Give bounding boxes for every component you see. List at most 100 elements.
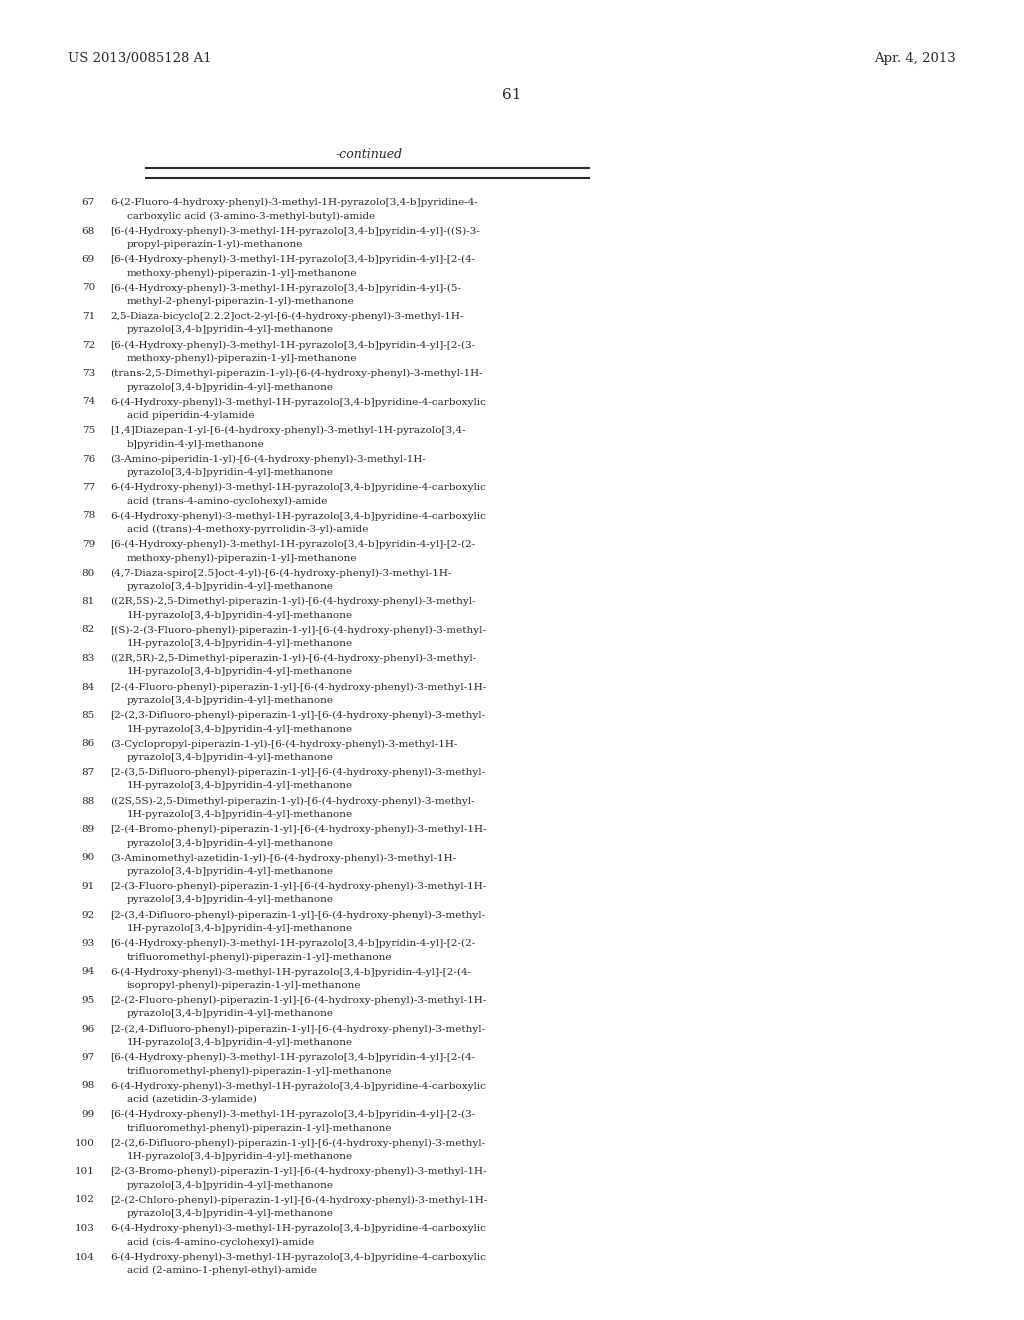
Text: 1H-pyrazolo[3,4-b]pyridin-4-yl]-methanone: 1H-pyrazolo[3,4-b]pyridin-4-yl]-methanon…	[127, 725, 353, 734]
Text: [6-(4-Hydroxy-phenyl)-3-methyl-1H-pyrazolo[3,4-b]pyridin-4-yl]-[2-(2-: [6-(4-Hydroxy-phenyl)-3-methyl-1H-pyrazo…	[110, 540, 475, 549]
Text: 6-(4-Hydroxy-phenyl)-3-methyl-1H-pyrazolo[3,4-b]pyridine-4-carboxylic: 6-(4-Hydroxy-phenyl)-3-methyl-1H-pyrazol…	[110, 483, 485, 492]
Text: 86: 86	[82, 739, 95, 748]
Text: 87: 87	[82, 768, 95, 777]
Text: ((2R,5R)-2,5-Dimethyl-piperazin-1-yl)-[6-(4-hydroxy-phenyl)-3-methyl-: ((2R,5R)-2,5-Dimethyl-piperazin-1-yl)-[6…	[110, 653, 476, 663]
Text: 95: 95	[82, 997, 95, 1005]
Text: methyl-2-phenyl-piperazin-1-yl)-methanone: methyl-2-phenyl-piperazin-1-yl)-methanon…	[127, 297, 354, 306]
Text: [1,4]Diazepan-1-yl-[6-(4-hydroxy-phenyl)-3-methyl-1H-pyrazolo[3,4-: [1,4]Diazepan-1-yl-[6-(4-hydroxy-phenyl)…	[110, 426, 466, 436]
Text: US 2013/0085128 A1: US 2013/0085128 A1	[68, 51, 212, 65]
Text: 68: 68	[82, 227, 95, 235]
Text: pyrazolo[3,4-b]pyridin-4-yl]-methanone: pyrazolo[3,4-b]pyridin-4-yl]-methanone	[127, 326, 334, 334]
Text: 85: 85	[82, 711, 95, 719]
Text: 70: 70	[82, 284, 95, 293]
Text: ((2R,5S)-2,5-Dimethyl-piperazin-1-yl)-[6-(4-hydroxy-phenyl)-3-methyl-: ((2R,5S)-2,5-Dimethyl-piperazin-1-yl)-[6…	[110, 597, 475, 606]
Text: pyrazolo[3,4-b]pyridin-4-yl]-methanone: pyrazolo[3,4-b]pyridin-4-yl]-methanone	[127, 838, 334, 847]
Text: 101: 101	[75, 1167, 95, 1176]
Text: 74: 74	[82, 397, 95, 407]
Text: [2-(2,4-Difluoro-phenyl)-piperazin-1-yl]-[6-(4-hydroxy-phenyl)-3-methyl-: [2-(2,4-Difluoro-phenyl)-piperazin-1-yl]…	[110, 1024, 485, 1034]
Text: trifluoromethyl-phenyl)-piperazin-1-yl]-methanone: trifluoromethyl-phenyl)-piperazin-1-yl]-…	[127, 1123, 392, 1133]
Text: ((2S,5S)-2,5-Dimethyl-piperazin-1-yl)-[6-(4-hydroxy-phenyl)-3-methyl-: ((2S,5S)-2,5-Dimethyl-piperazin-1-yl)-[6…	[110, 796, 475, 805]
Text: pyrazolo[3,4-b]pyridin-4-yl]-methanone: pyrazolo[3,4-b]pyridin-4-yl]-methanone	[127, 469, 334, 477]
Text: pyrazolo[3,4-b]pyridin-4-yl]-methanone: pyrazolo[3,4-b]pyridin-4-yl]-methanone	[127, 696, 334, 705]
Text: 6-(2-Fluoro-4-hydroxy-phenyl)-3-methyl-1H-pyrazolo[3,4-b]pyridine-4-: 6-(2-Fluoro-4-hydroxy-phenyl)-3-methyl-1…	[110, 198, 478, 207]
Text: 67: 67	[82, 198, 95, 207]
Text: [2-(3,4-Difluoro-phenyl)-piperazin-1-yl]-[6-(4-hydroxy-phenyl)-3-methyl-: [2-(3,4-Difluoro-phenyl)-piperazin-1-yl]…	[110, 911, 485, 920]
Text: [(S)-2-(3-Fluoro-phenyl)-piperazin-1-yl]-[6-(4-hydroxy-phenyl)-3-methyl-: [(S)-2-(3-Fluoro-phenyl)-piperazin-1-yl]…	[110, 626, 486, 635]
Text: 104: 104	[75, 1253, 95, 1262]
Text: 100: 100	[75, 1138, 95, 1147]
Text: 80: 80	[82, 569, 95, 578]
Text: Apr. 4, 2013: Apr. 4, 2013	[874, 51, 956, 65]
Text: [2-(2-Fluoro-phenyl)-piperazin-1-yl]-[6-(4-hydroxy-phenyl)-3-methyl-1H-: [2-(2-Fluoro-phenyl)-piperazin-1-yl]-[6-…	[110, 997, 486, 1005]
Text: [2-(2,3-Difluoro-phenyl)-piperazin-1-yl]-[6-(4-hydroxy-phenyl)-3-methyl-: [2-(2,3-Difluoro-phenyl)-piperazin-1-yl]…	[110, 711, 485, 721]
Text: pyrazolo[3,4-b]pyridin-4-yl]-methanone: pyrazolo[3,4-b]pyridin-4-yl]-methanone	[127, 1180, 334, 1189]
Text: pyrazolo[3,4-b]pyridin-4-yl]-methanone: pyrazolo[3,4-b]pyridin-4-yl]-methanone	[127, 867, 334, 876]
Text: 90: 90	[82, 854, 95, 862]
Text: 96: 96	[82, 1024, 95, 1034]
Text: 1H-pyrazolo[3,4-b]pyridin-4-yl]-methanone: 1H-pyrazolo[3,4-b]pyridin-4-yl]-methanon…	[127, 639, 353, 648]
Text: [6-(4-Hydroxy-phenyl)-3-methyl-1H-pyrazolo[3,4-b]pyridin-4-yl]-[2-(4-: [6-(4-Hydroxy-phenyl)-3-methyl-1H-pyrazo…	[110, 255, 475, 264]
Text: (4,7-Diaza-spiro[2.5]oct-4-yl)-[6-(4-hydroxy-phenyl)-3-methyl-1H-: (4,7-Diaza-spiro[2.5]oct-4-yl)-[6-(4-hyd…	[110, 569, 452, 578]
Text: methoxy-phenyl)-piperazin-1-yl]-methanone: methoxy-phenyl)-piperazin-1-yl]-methanon…	[127, 354, 357, 363]
Text: carboxylic acid (3-amino-3-methyl-butyl)-amide: carboxylic acid (3-amino-3-methyl-butyl)…	[127, 211, 375, 220]
Text: 73: 73	[82, 370, 95, 378]
Text: pyrazolo[3,4-b]pyridin-4-yl]-methanone: pyrazolo[3,4-b]pyridin-4-yl]-methanone	[127, 752, 334, 762]
Text: 92: 92	[82, 911, 95, 920]
Text: acid (trans-4-amino-cyclohexyl)-amide: acid (trans-4-amino-cyclohexyl)-amide	[127, 496, 328, 506]
Text: 75: 75	[82, 426, 95, 436]
Text: (3-Cyclopropyl-piperazin-1-yl)-[6-(4-hydroxy-phenyl)-3-methyl-1H-: (3-Cyclopropyl-piperazin-1-yl)-[6-(4-hyd…	[110, 739, 458, 748]
Text: acid (cis-4-amino-cyclohexyl)-amide: acid (cis-4-amino-cyclohexyl)-amide	[127, 1238, 314, 1246]
Text: [6-(4-Hydroxy-phenyl)-3-methyl-1H-pyrazolo[3,4-b]pyridin-4-yl]-(5-: [6-(4-Hydroxy-phenyl)-3-methyl-1H-pyrazo…	[110, 284, 461, 293]
Text: 6-(4-Hydroxy-phenyl)-3-methyl-1H-pyrazolo[3,4-b]pyridine-4-carboxylic: 6-(4-Hydroxy-phenyl)-3-methyl-1H-pyrazol…	[110, 1224, 485, 1233]
Text: 1H-pyrazolo[3,4-b]pyridin-4-yl]-methanone: 1H-pyrazolo[3,4-b]pyridin-4-yl]-methanon…	[127, 924, 353, 933]
Text: 1H-pyrazolo[3,4-b]pyridin-4-yl]-methanone: 1H-pyrazolo[3,4-b]pyridin-4-yl]-methanon…	[127, 810, 353, 818]
Text: 97: 97	[82, 1053, 95, 1063]
Text: [6-(4-Hydroxy-phenyl)-3-methyl-1H-pyrazolo[3,4-b]pyridin-4-yl]-((S)-3-: [6-(4-Hydroxy-phenyl)-3-methyl-1H-pyrazo…	[110, 227, 480, 236]
Text: [2-(4-Bromo-phenyl)-piperazin-1-yl]-[6-(4-hydroxy-phenyl)-3-methyl-1H-: [2-(4-Bromo-phenyl)-piperazin-1-yl]-[6-(…	[110, 825, 486, 834]
Text: [2-(3-Bromo-phenyl)-piperazin-1-yl]-[6-(4-hydroxy-phenyl)-3-methyl-1H-: [2-(3-Bromo-phenyl)-piperazin-1-yl]-[6-(…	[110, 1167, 486, 1176]
Text: 6-(4-Hydroxy-phenyl)-3-methyl-1H-pyrazolo[3,4-b]pyridine-4-carboxylic: 6-(4-Hydroxy-phenyl)-3-methyl-1H-pyrazol…	[110, 511, 485, 520]
Text: 93: 93	[82, 939, 95, 948]
Text: 84: 84	[82, 682, 95, 692]
Text: 79: 79	[82, 540, 95, 549]
Text: 89: 89	[82, 825, 95, 834]
Text: pyrazolo[3,4-b]pyridin-4-yl]-methanone: pyrazolo[3,4-b]pyridin-4-yl]-methanone	[127, 582, 334, 591]
Text: [2-(3-Fluoro-phenyl)-piperazin-1-yl]-[6-(4-hydroxy-phenyl)-3-methyl-1H-: [2-(3-Fluoro-phenyl)-piperazin-1-yl]-[6-…	[110, 882, 486, 891]
Text: [2-(2,6-Difluoro-phenyl)-piperazin-1-yl]-[6-(4-hydroxy-phenyl)-3-methyl-: [2-(2,6-Difluoro-phenyl)-piperazin-1-yl]…	[110, 1138, 485, 1147]
Text: [6-(4-Hydroxy-phenyl)-3-methyl-1H-pyrazolo[3,4-b]pyridin-4-yl]-[2-(3-: [6-(4-Hydroxy-phenyl)-3-methyl-1H-pyrazo…	[110, 341, 475, 350]
Text: acid ((trans)-4-methoxy-pyrrolidin-3-yl)-amide: acid ((trans)-4-methoxy-pyrrolidin-3-yl)…	[127, 525, 369, 535]
Text: [2-(2-Chloro-phenyl)-piperazin-1-yl]-[6-(4-hydroxy-phenyl)-3-methyl-1H-: [2-(2-Chloro-phenyl)-piperazin-1-yl]-[6-…	[110, 1196, 487, 1205]
Text: 1H-pyrazolo[3,4-b]pyridin-4-yl]-methanone: 1H-pyrazolo[3,4-b]pyridin-4-yl]-methanon…	[127, 668, 353, 676]
Text: 98: 98	[82, 1081, 95, 1090]
Text: [6-(4-Hydroxy-phenyl)-3-methyl-1H-pyrazolo[3,4-b]pyridin-4-yl]-[2-(2-: [6-(4-Hydroxy-phenyl)-3-methyl-1H-pyrazo…	[110, 939, 475, 948]
Text: b]pyridin-4-yl]-methanone: b]pyridin-4-yl]-methanone	[127, 440, 265, 449]
Text: 88: 88	[82, 796, 95, 805]
Text: acid piperidin-4-ylamide: acid piperidin-4-ylamide	[127, 411, 255, 420]
Text: 77: 77	[82, 483, 95, 492]
Text: 6-(4-Hydroxy-phenyl)-3-methyl-1H-pyrazolo[3,4-b]pyridine-4-carboxylic: 6-(4-Hydroxy-phenyl)-3-methyl-1H-pyrazol…	[110, 1253, 485, 1262]
Text: 71: 71	[82, 312, 95, 321]
Text: 78: 78	[82, 511, 95, 520]
Text: 1H-pyrazolo[3,4-b]pyridin-4-yl]-methanone: 1H-pyrazolo[3,4-b]pyridin-4-yl]-methanon…	[127, 610, 353, 619]
Text: trifluoromethyl-phenyl)-piperazin-1-yl]-methanone: trifluoromethyl-phenyl)-piperazin-1-yl]-…	[127, 1067, 392, 1076]
Text: 2,5-Diaza-bicyclo[2.2.2]oct-2-yl-[6-(4-hydroxy-phenyl)-3-methyl-1H-: 2,5-Diaza-bicyclo[2.2.2]oct-2-yl-[6-(4-h…	[110, 312, 464, 321]
Text: 94: 94	[82, 968, 95, 977]
Text: 6-(4-Hydroxy-phenyl)-3-methyl-1H-pyrazolo[3,4-b]pyridine-4-carboxylic: 6-(4-Hydroxy-phenyl)-3-methyl-1H-pyrazol…	[110, 397, 485, 407]
Text: 103: 103	[75, 1224, 95, 1233]
Text: 72: 72	[82, 341, 95, 350]
Text: 6-(4-Hydroxy-phenyl)-3-methyl-1H-pyrazolo[3,4-b]pyridin-4-yl]-[2-(4-: 6-(4-Hydroxy-phenyl)-3-methyl-1H-pyrazol…	[110, 968, 471, 977]
Text: 83: 83	[82, 653, 95, 663]
Text: 1H-pyrazolo[3,4-b]pyridin-4-yl]-methanone: 1H-pyrazolo[3,4-b]pyridin-4-yl]-methanon…	[127, 781, 353, 791]
Text: [6-(4-Hydroxy-phenyl)-3-methyl-1H-pyrazolo[3,4-b]pyridin-4-yl]-[2-(4-: [6-(4-Hydroxy-phenyl)-3-methyl-1H-pyrazo…	[110, 1053, 475, 1063]
Text: pyrazolo[3,4-b]pyridin-4-yl]-methanone: pyrazolo[3,4-b]pyridin-4-yl]-methanone	[127, 895, 334, 904]
Text: methoxy-phenyl)-piperazin-1-yl]-methanone: methoxy-phenyl)-piperazin-1-yl]-methanon…	[127, 553, 357, 562]
Text: [6-(4-Hydroxy-phenyl)-3-methyl-1H-pyrazolo[3,4-b]pyridin-4-yl]-[2-(3-: [6-(4-Hydroxy-phenyl)-3-methyl-1H-pyrazo…	[110, 1110, 475, 1119]
Text: isopropyl-phenyl)-piperazin-1-yl]-methanone: isopropyl-phenyl)-piperazin-1-yl]-methan…	[127, 981, 361, 990]
Text: trifluoromethyl-phenyl)-piperazin-1-yl]-methanone: trifluoromethyl-phenyl)-piperazin-1-yl]-…	[127, 953, 392, 962]
Text: 81: 81	[82, 597, 95, 606]
Text: methoxy-phenyl)-piperazin-1-yl]-methanone: methoxy-phenyl)-piperazin-1-yl]-methanon…	[127, 268, 357, 277]
Text: acid (azetidin-3-ylamide): acid (azetidin-3-ylamide)	[127, 1096, 257, 1104]
Text: propyl-piperazin-1-yl)-methanone: propyl-piperazin-1-yl)-methanone	[127, 240, 303, 249]
Text: 102: 102	[75, 1196, 95, 1204]
Text: 61: 61	[502, 88, 522, 102]
